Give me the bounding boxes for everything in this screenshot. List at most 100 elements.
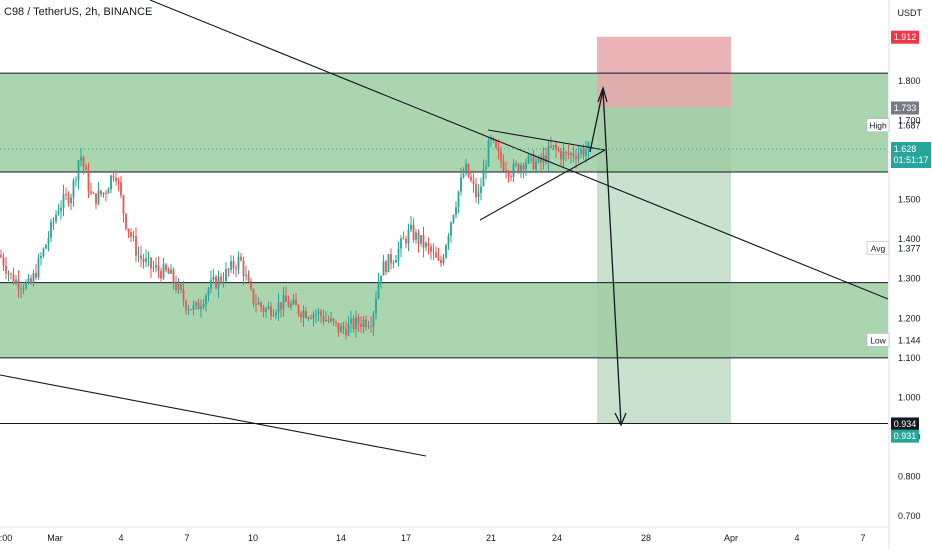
level-price-tag: 1.733: [891, 101, 919, 115]
candle-body: [10, 273, 12, 275]
candle-body: [37, 258, 40, 278]
low-stat-label: Low: [870, 335, 886, 345]
price-tick-label: 1.400: [898, 234, 921, 244]
candle-body: [90, 191, 92, 194]
time-tick-label: 10: [248, 533, 258, 543]
triangle-upper-line: [487, 129, 606, 151]
candle-body: [62, 193, 65, 208]
candle-body: [32, 273, 35, 284]
candle-body: [112, 175, 115, 178]
candle-body: [207, 289, 210, 296]
candle-body: [232, 261, 235, 269]
price-tick-label: 1.700: [898, 116, 921, 126]
candle-body: [500, 151, 502, 162]
candle-body: [57, 211, 60, 215]
candle-body: [552, 145, 555, 147]
candle-body: [27, 278, 30, 283]
candle-body: [447, 235, 450, 246]
price-tick-label: 1.800: [898, 76, 921, 86]
time-axis[interactable]: :00 Mar 4 7 10 14 17 21 24 28 Apr 4 7: [0, 526, 888, 543]
candle-body: [462, 173, 465, 178]
level-price-tag-bg: [891, 101, 919, 115]
candle-body: [487, 140, 490, 167]
candle-body: [497, 147, 500, 152]
candle-body: [202, 304, 205, 307]
candle-body: [495, 140, 497, 148]
candle-body: [30, 278, 32, 284]
candle-body: [290, 303, 292, 308]
target-price-tag-bg: [891, 417, 919, 431]
stop-loss-area[interactable]: [597, 36, 731, 108]
candle-body: [310, 317, 312, 319]
target-price-tag: 0.934: [891, 417, 919, 431]
candle-body: [325, 319, 327, 321]
candle-body: [155, 265, 157, 268]
candle-body: [92, 193, 95, 195]
time-tick-label: 4: [794, 533, 799, 543]
candle-body: [460, 177, 462, 192]
candle-body: [167, 270, 170, 274]
arrow-head-up: [597, 85, 608, 103]
candle-body: [307, 317, 310, 319]
symbol-title[interactable]: C98 / TetherUS, 2h, BINANCE: [4, 6, 153, 18]
price-tick-label: 0.800: [898, 471, 921, 481]
high-stat-label: High: [869, 121, 887, 131]
candle-body: [480, 186, 482, 194]
candle-body: [502, 161, 505, 170]
candle-body: [457, 191, 460, 208]
candle-body: [482, 169, 485, 187]
candle-body: [210, 279, 212, 290]
position-tool[interactable]: [597, 36, 731, 424]
price-axis[interactable]: 1.8001.7001.6001.5001.4001.3001.2001.100…: [888, 0, 921, 550]
candle-body: [335, 321, 337, 323]
low-stat-value: 1.144: [898, 335, 921, 345]
candle-body: [435, 252, 437, 258]
candle-body: [295, 299, 297, 306]
candle-body: [120, 182, 122, 196]
stop-price-tag-bg: [891, 30, 919, 44]
time-tick-label: Mar: [47, 533, 63, 543]
candle-body: [145, 258, 147, 262]
candle-body: [67, 194, 70, 204]
candle-body: [332, 318, 335, 322]
candle-body: [562, 151, 565, 160]
candle-body: [430, 246, 432, 252]
candle-body: [517, 164, 520, 172]
candle-body: [267, 306, 270, 309]
price-tick-label: 1.500: [898, 195, 921, 205]
take-profit-area[interactable]: [597, 107, 731, 424]
candle-body: [305, 310, 307, 319]
candle-body: [580, 149, 582, 154]
candle-body: [362, 319, 365, 328]
candle-body: [72, 180, 75, 198]
candle-body: [97, 190, 100, 204]
candle-body: [275, 312, 277, 315]
candle-body: [15, 279, 17, 284]
candle-body: [407, 229, 410, 244]
time-tick-label: 17: [401, 533, 411, 543]
candle-body: [317, 311, 320, 315]
candle-body: [270, 306, 272, 316]
candle-body: [472, 180, 475, 185]
candle-body: [410, 224, 412, 230]
candle-body: [515, 164, 517, 166]
candle-body: [132, 236, 135, 238]
countdown-text: 01:51:17: [893, 155, 928, 165]
candle-body: [42, 248, 45, 257]
candle-body: [172, 269, 175, 283]
candle-body: [205, 295, 207, 305]
candle-body: [235, 268, 237, 270]
low-stat-label-box: [866, 333, 890, 347]
candle-body: [142, 258, 145, 262]
candle-body: [277, 302, 280, 313]
time-tick-label: 7: [860, 533, 865, 543]
candle-body: [285, 295, 287, 302]
candle-body: [555, 145, 557, 150]
candle-body: [227, 269, 230, 271]
triangle-lower-line: [479, 149, 606, 221]
candle-body: [22, 288, 25, 290]
candle-body: [432, 251, 435, 253]
candle-body: [45, 244, 47, 249]
